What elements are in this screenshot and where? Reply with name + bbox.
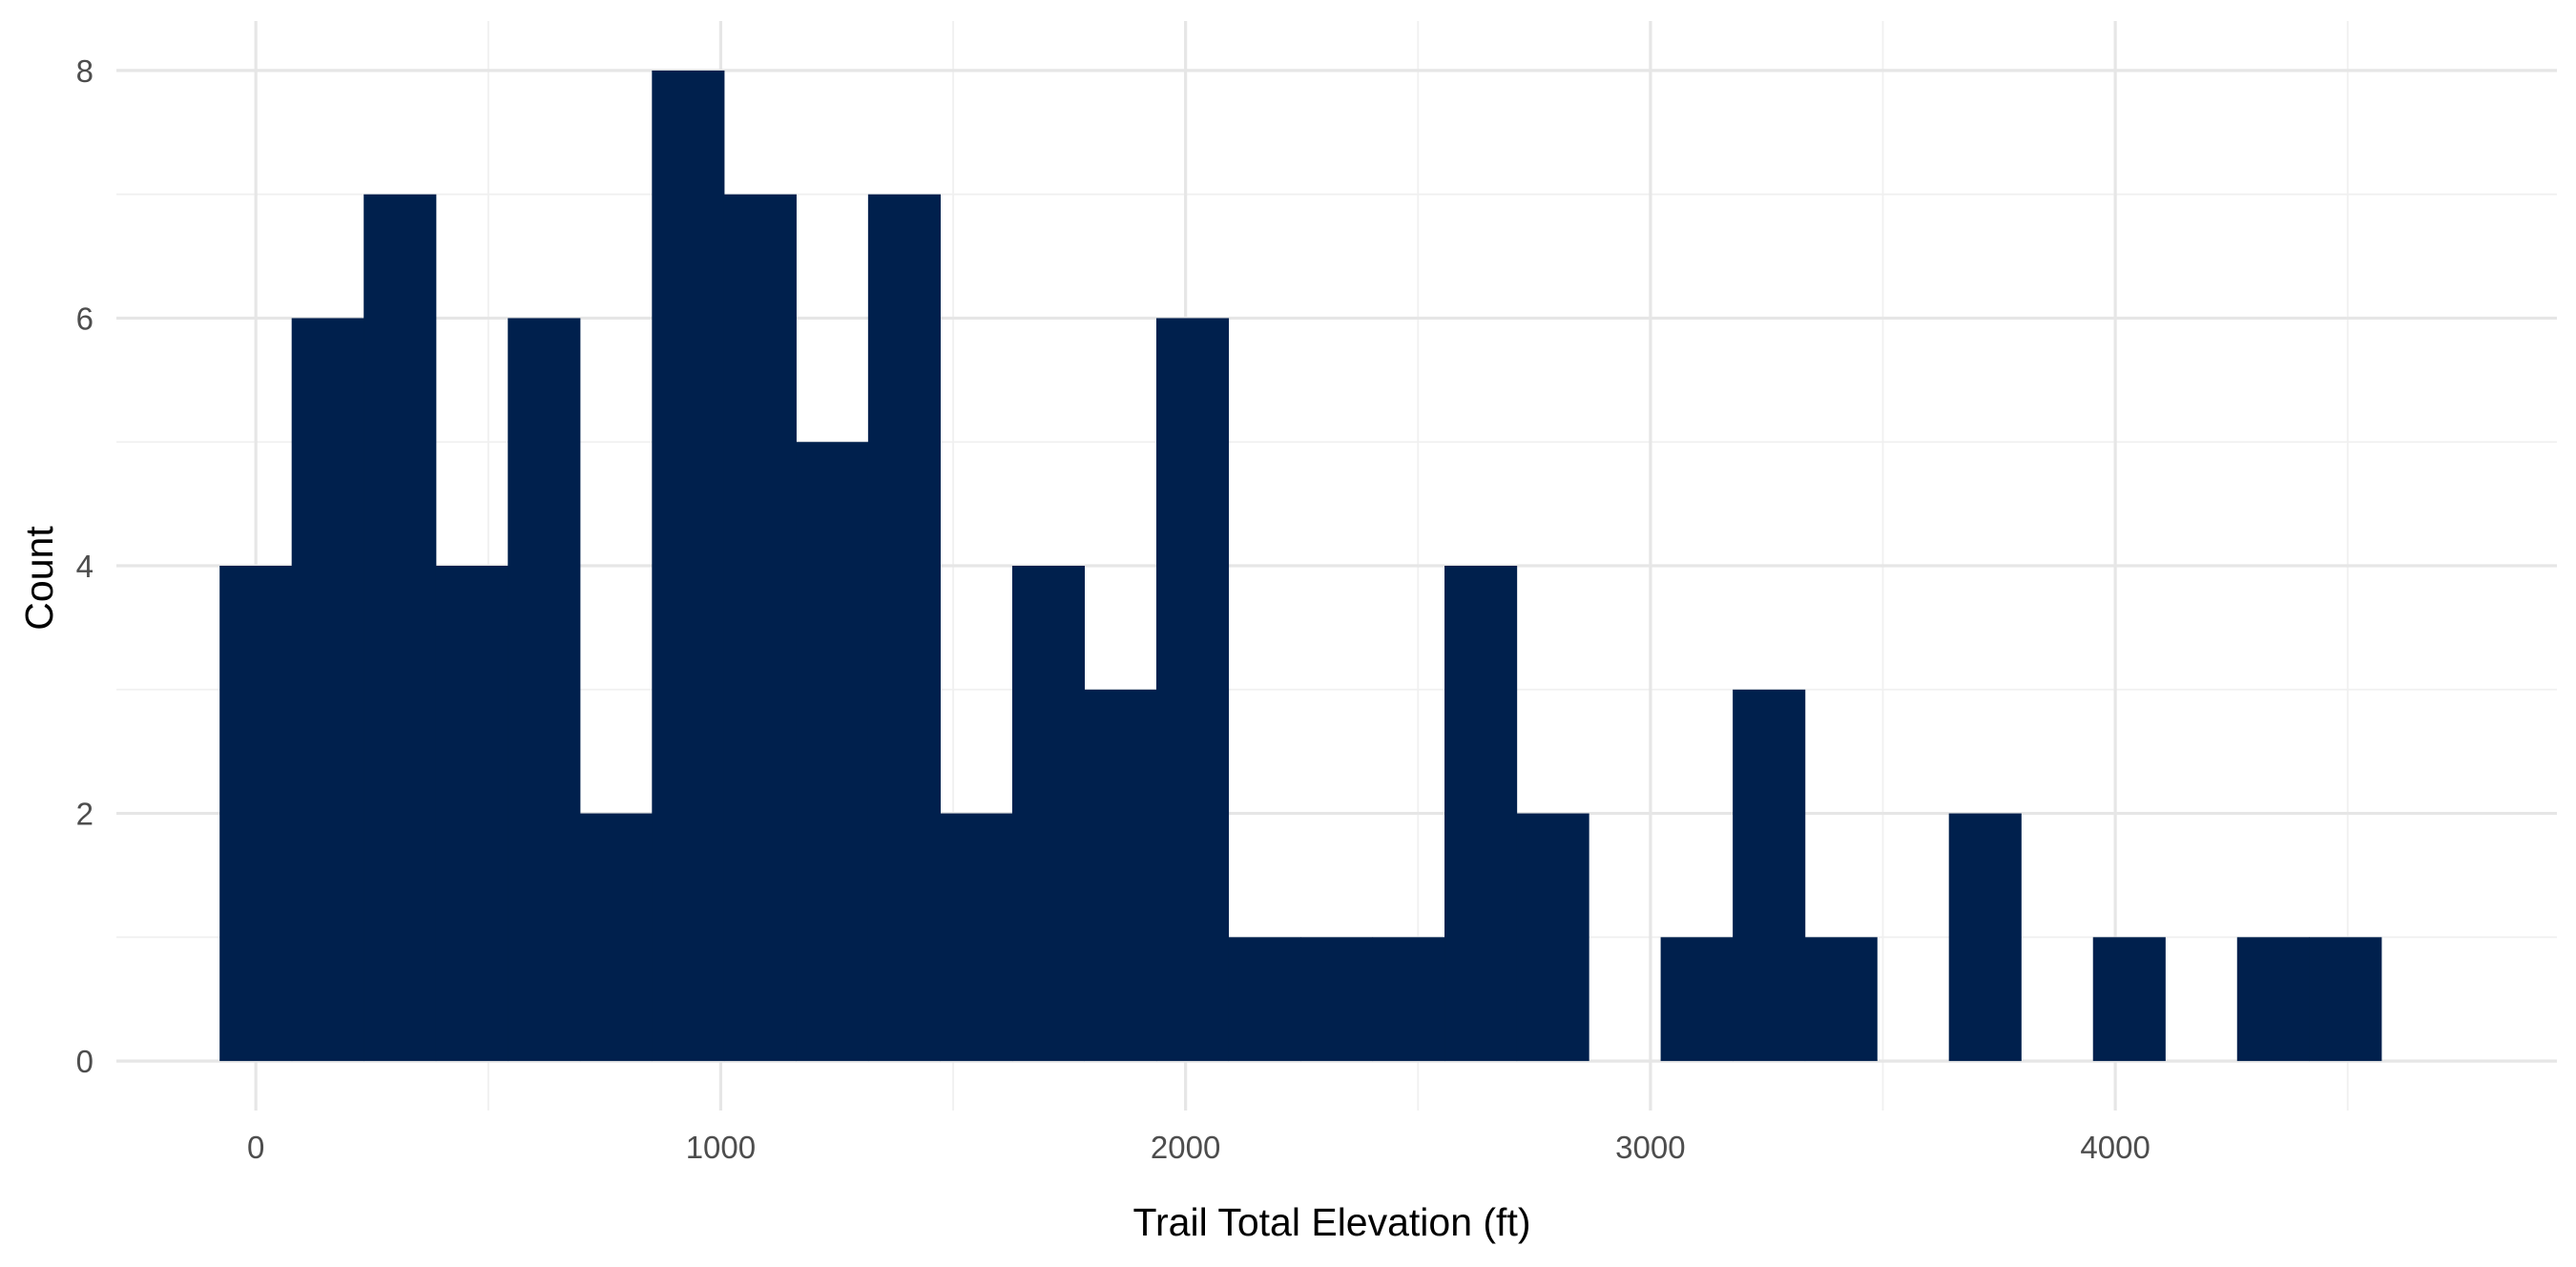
histogram-bar — [508, 318, 581, 1062]
histogram-bar — [796, 442, 869, 1062]
histogram-bar — [1804, 937, 1878, 1062]
histogram-bar — [1372, 937, 1445, 1062]
y-tick-label: 6 — [76, 301, 93, 336]
histogram-bar — [867, 194, 941, 1062]
y-tick-label: 4 — [76, 549, 93, 584]
histogram-bar — [1948, 813, 2022, 1062]
histogram-bar — [2309, 937, 2382, 1062]
y-tick-label: 2 — [76, 797, 93, 832]
x-tick-label: 2000 — [1151, 1130, 1220, 1165]
histogram-bar — [1228, 937, 1301, 1062]
histogram-bar — [940, 813, 1013, 1062]
histogram-bar — [2236, 937, 2310, 1062]
histogram-bar — [652, 70, 725, 1062]
histogram-bar — [2092, 937, 2166, 1062]
histogram-bar — [1660, 937, 1734, 1062]
y-axis-title: Count — [17, 526, 61, 631]
x-tick-label: 4000 — [2080, 1130, 2150, 1165]
histogram-bar — [723, 194, 797, 1062]
histogram-bar — [291, 318, 364, 1062]
histogram-bar — [579, 813, 653, 1062]
histogram-bar — [1155, 318, 1230, 1062]
histogram-bar — [219, 566, 293, 1062]
histogram-bar — [435, 566, 509, 1062]
histogram-bar — [1300, 937, 1374, 1062]
y-tick-label: 8 — [76, 53, 93, 89]
x-tick-label: 1000 — [686, 1130, 756, 1165]
x-tick-label: 0 — [247, 1130, 264, 1165]
tick-labels: 0 1000 2000 3000 4000 0 2 4 6 8 — [76, 53, 2150, 1165]
y-tick-label: 0 — [76, 1044, 93, 1079]
histogram-bar — [1444, 566, 1518, 1062]
histogram-bar — [1733, 689, 1806, 1062]
histogram-bar — [1084, 689, 1157, 1062]
histogram-bar — [1516, 813, 1589, 1062]
histogram-bar — [364, 194, 437, 1062]
x-tick-label: 3000 — [1615, 1130, 1685, 1165]
histogram-bars — [219, 70, 2382, 1062]
histogram-bar — [1011, 566, 1086, 1062]
x-axis-title: Trail Total Elevation (ft) — [1133, 1200, 1531, 1244]
